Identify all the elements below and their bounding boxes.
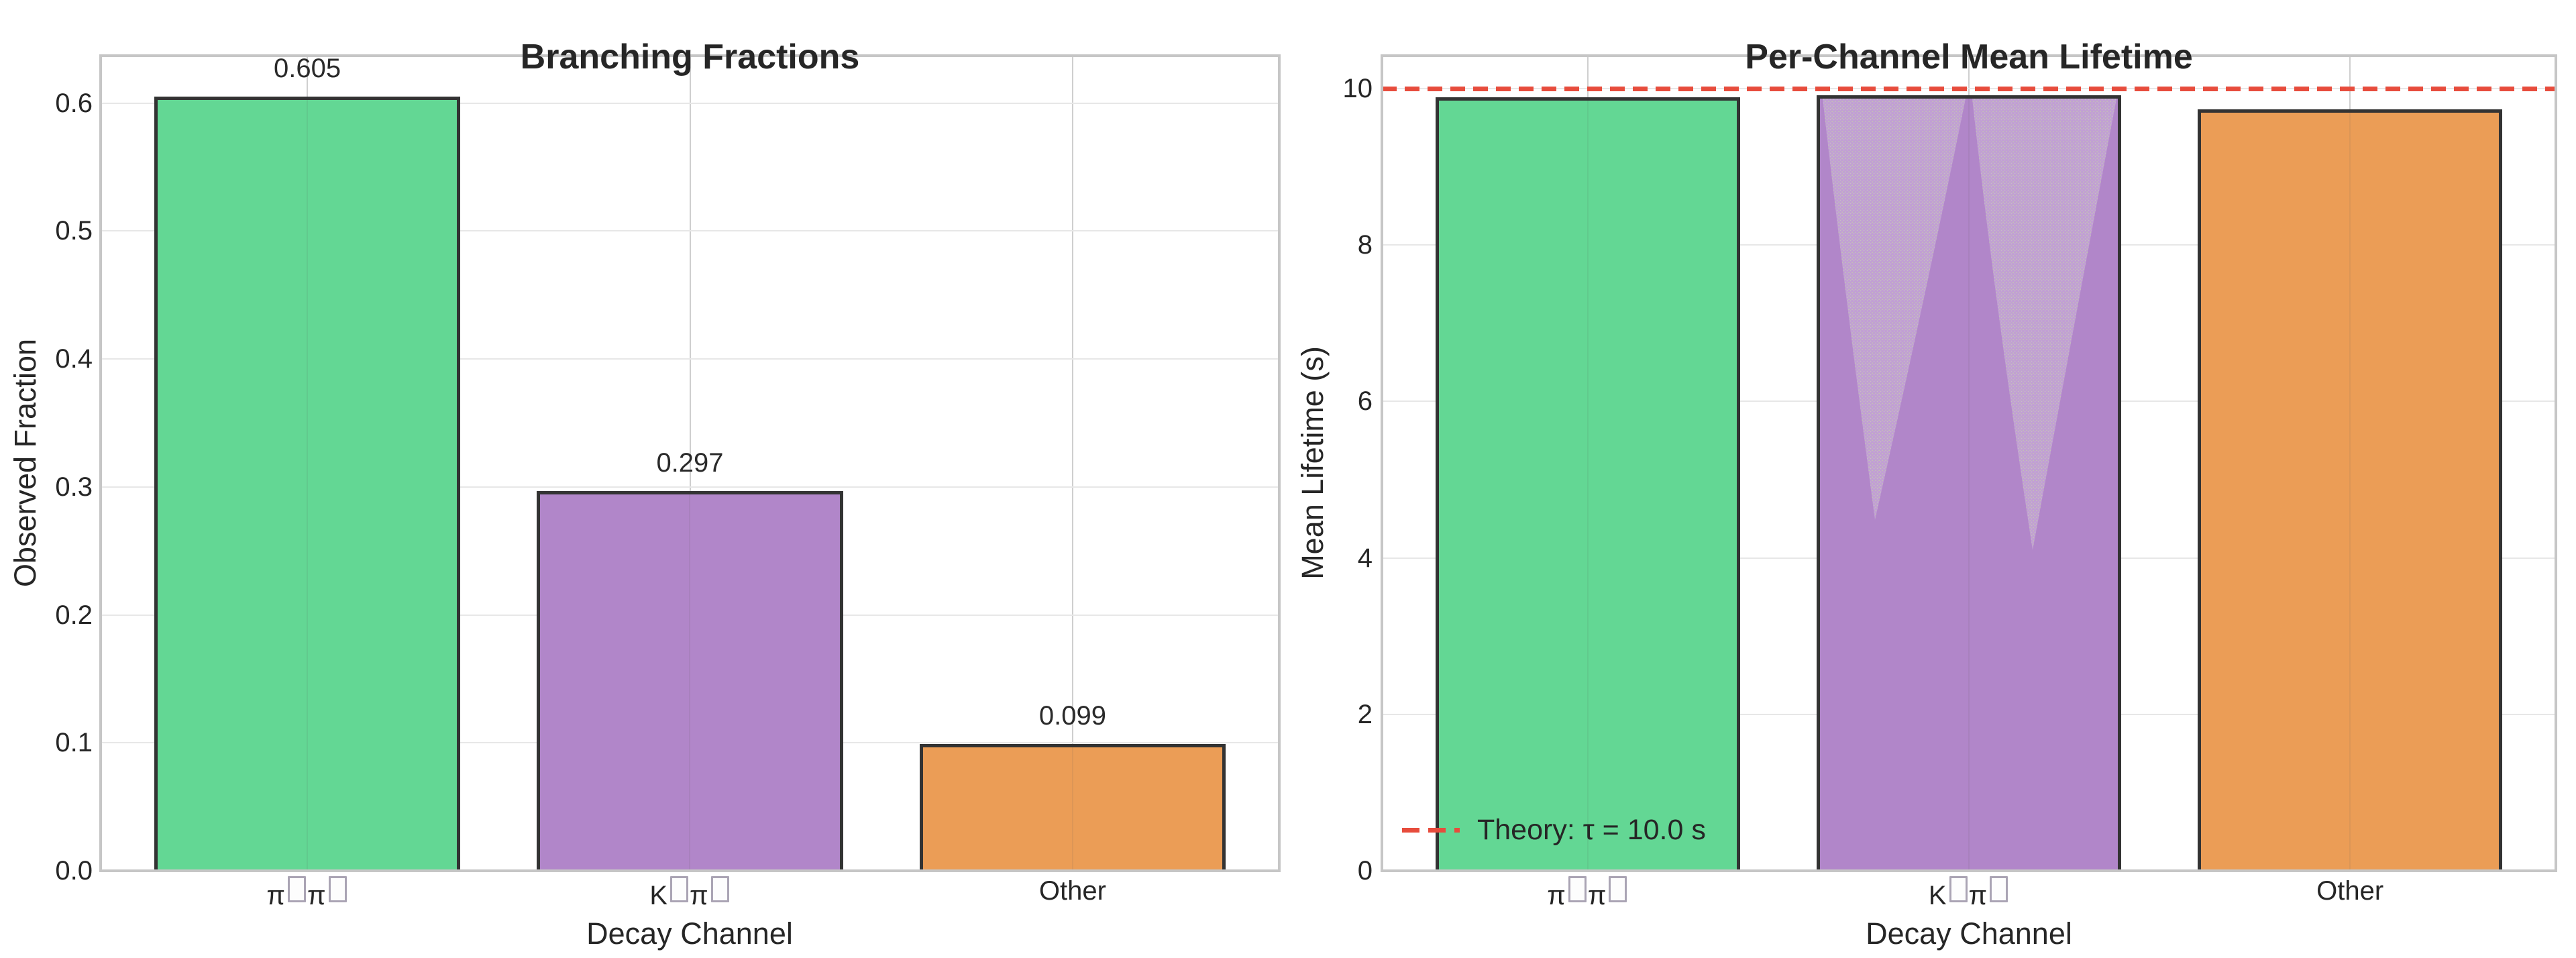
missing-glyph-box [328, 876, 347, 902]
v-gridline [689, 56, 691, 871]
legend-label: Theory: τ = 10.0 s [1477, 814, 1706, 846]
y-tick-label: 10 [1342, 73, 1373, 103]
bar-value-label: 0.297 [656, 447, 724, 478]
x-axis-label: Decay Channel [1866, 916, 2072, 951]
y-tick-label: 0.3 [55, 472, 93, 502]
y-tick-label: 0 [1357, 856, 1373, 886]
bar-pi-pi [1435, 97, 1741, 871]
chart-title: Per-Channel Mean Lifetime [1745, 38, 2193, 77]
y-tick-label: 0.4 [55, 344, 93, 374]
bar-k-pi [1816, 95, 2122, 871]
y-tick-label: 0.2 [55, 600, 93, 630]
bar-centerline [1071, 747, 1073, 871]
chart-mean-lifetime: Per-Channel Mean Lifetime Mean Lifetime … [1288, 0, 2576, 958]
h-gridline [101, 358, 1279, 360]
missing-glyph-box [1990, 876, 2008, 902]
missing-glyph-box [1949, 876, 1968, 902]
y-tick-label: 4 [1357, 543, 1373, 573]
bar-value-label: 0.099 [1038, 701, 1106, 731]
h-gridline [101, 230, 1279, 232]
chart-branching-fractions: Branching Fractions Observed Fraction De… [8, 38, 1281, 951]
bar-centerline [307, 100, 309, 871]
legend-dashed-line-sample [1402, 827, 1460, 833]
bar-k-pi [537, 490, 843, 871]
bar-value-label: 0.605 [273, 54, 341, 84]
x-tick-label: Other [1038, 876, 1106, 906]
missing-glyph-box [710, 876, 729, 902]
bar-other [2197, 109, 2503, 871]
missing-glyph-box [288, 876, 307, 902]
theory-dashed-line [1382, 86, 2556, 91]
y-tick-label: 0.6 [55, 88, 93, 118]
legend: Theory: τ = 10.0 s [1402, 812, 1706, 847]
x-axis-label: Decay Channel [586, 916, 793, 951]
bar-other [919, 744, 1226, 871]
missing-glyph-box [1568, 876, 1587, 902]
y-tick-label: 0.1 [55, 728, 93, 758]
bar-centerline [1968, 99, 1970, 871]
bar-centerline [1587, 100, 1589, 871]
missing-glyph-box [670, 876, 689, 902]
x-tick-label: Other [2316, 876, 2384, 906]
y-tick-label: 0.0 [55, 856, 93, 886]
y-tick-label: 2 [1357, 699, 1373, 729]
bar-pi-pi [154, 97, 461, 871]
chart-title: Branching Fractions [520, 38, 860, 77]
y-tick-label: 6 [1357, 386, 1373, 417]
bar-centerline [2349, 113, 2351, 871]
missing-glyph-box [1609, 876, 1627, 902]
y-axis-label: Observed Fraction [8, 338, 42, 588]
bar-centerline [689, 494, 691, 871]
v-gridline [1071, 56, 1073, 871]
h-gridline [101, 102, 1279, 104]
y-tick-label: 0.5 [55, 216, 93, 246]
y-tick-label: 8 [1357, 230, 1373, 260]
h-gridline [101, 486, 1279, 488]
